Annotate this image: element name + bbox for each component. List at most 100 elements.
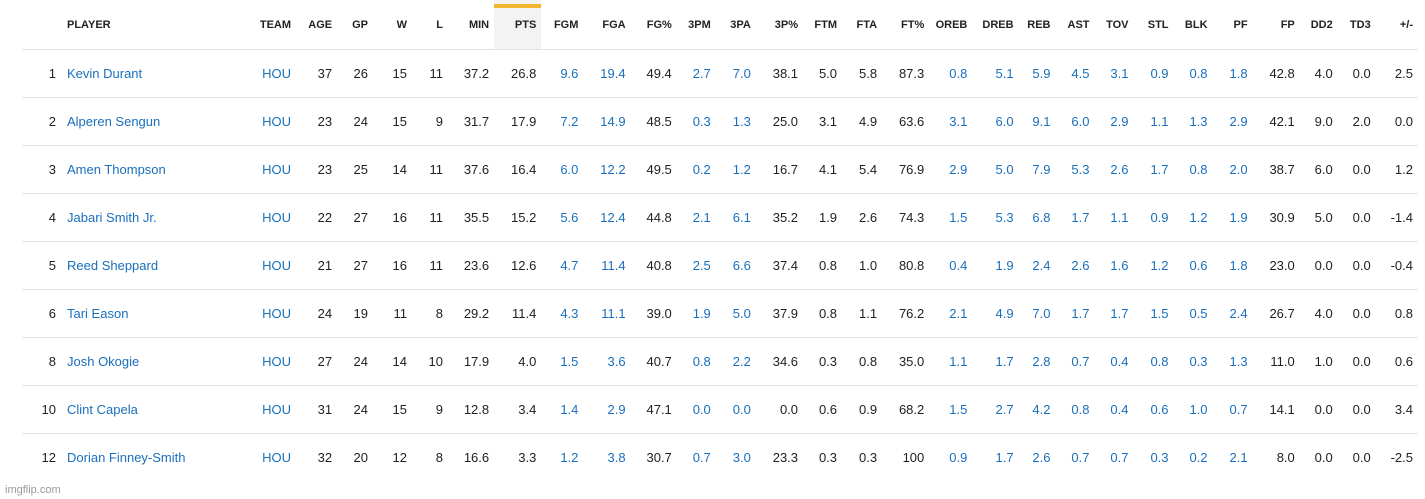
cell-fga[interactable]: 11.1 — [583, 289, 631, 338]
cell-blk[interactable]: 0.8 — [1173, 49, 1213, 98]
cell-tov[interactable]: 0.7 — [1110, 450, 1129, 465]
cell-oreb[interactable]: 3.1 — [929, 97, 973, 146]
cell-stl[interactable]: 0.3 — [1150, 450, 1169, 465]
column-header-reb[interactable]: REB — [1018, 0, 1056, 50]
cell-fgm[interactable]: 1.4 — [541, 385, 584, 434]
cell-ast[interactable]: 1.7 — [1055, 289, 1095, 338]
cell-dreb[interactable]: 1.7 — [995, 450, 1014, 465]
cell-3pa[interactable]: 6.6 — [715, 241, 756, 290]
cell-ast[interactable]: 0.7 — [1055, 337, 1095, 386]
cell-pf[interactable]: 1.9 — [1212, 193, 1253, 242]
cell-ast[interactable]: 6.0 — [1055, 97, 1095, 146]
cell-blk[interactable]: 0.6 — [1173, 241, 1213, 290]
cell-3pa[interactable]: 1.2 — [715, 145, 756, 194]
cell-reb[interactable]: 5.9 — [1018, 49, 1056, 98]
cell-3pm[interactable]: 0.0 — [676, 385, 716, 434]
cell-reb[interactable]: 6.8 — [1018, 193, 1056, 242]
cell-fgm[interactable]: 5.6 — [541, 193, 584, 242]
cell-reb[interactable]: 2.4 — [1018, 241, 1056, 290]
cell-fga[interactable]: 11.4 — [583, 241, 631, 290]
cell-pf[interactable]: 2.4 — [1212, 289, 1253, 338]
team-link[interactable]: HOU — [250, 289, 297, 338]
cell-reb[interactable]: 2.6 — [1032, 450, 1051, 465]
cell-3pm[interactable]: 1.9 — [676, 289, 716, 338]
column-header-min[interactable]: MIN — [447, 0, 495, 50]
cell-oreb[interactable]: 0.4 — [929, 241, 973, 290]
cell-pf[interactable]: 2.1 — [1229, 450, 1248, 465]
cell-3pm[interactable]: 2.1 — [676, 193, 716, 242]
column-header-3p-pct[interactable]: 3P% — [755, 0, 804, 50]
column-header-pts[interactable]: PTS — [494, 0, 542, 50]
cell-oreb[interactable]: 1.5 — [929, 193, 973, 242]
cell-stl[interactable]: 0.8 — [1133, 337, 1174, 386]
column-header-dd2[interactable]: DD2 — [1299, 0, 1338, 50]
cell-dreb[interactable]: 4.9 — [972, 289, 1019, 338]
cell-oreb[interactable]: 0.8 — [929, 49, 973, 98]
column-header-ft-pct[interactable]: FT% — [882, 0, 930, 50]
cell-3pm[interactable]: 0.2 — [676, 145, 716, 194]
player-name-link[interactable]: Josh Okogie — [61, 337, 251, 386]
cell-stl[interactable]: 1.2 — [1133, 241, 1174, 290]
cell-3pa[interactable]: 0.0 — [715, 385, 756, 434]
team-link[interactable]: HOU — [262, 450, 292, 465]
player-name-link[interactable]: Tari Eason — [61, 289, 251, 338]
cell-pf[interactable]: 0.7 — [1212, 385, 1253, 434]
cell-fgm[interactable]: 9.6 — [541, 49, 584, 98]
cell-3pa[interactable]: 3.0 — [732, 450, 751, 465]
cell-dreb[interactable]: 5.3 — [972, 193, 1019, 242]
team-link[interactable]: HOU — [250, 241, 297, 290]
cell-dreb[interactable]: 6.0 — [972, 97, 1019, 146]
cell-3pa[interactable]: 6.1 — [715, 193, 756, 242]
cell-oreb[interactable]: 2.9 — [929, 145, 973, 194]
cell-stl[interactable]: 0.9 — [1133, 49, 1174, 98]
team-link[interactable]: HOU — [250, 49, 297, 98]
team-link[interactable]: HOU — [250, 97, 297, 146]
cell-stl[interactable]: 0.6 — [1133, 385, 1174, 434]
cell-3pm[interactable]: 0.7 — [692, 450, 711, 465]
cell-ast[interactable]: 5.3 — [1055, 145, 1095, 194]
column-header-ast[interactable]: AST — [1055, 0, 1095, 50]
player-name-link[interactable]: Clint Capela — [61, 385, 251, 434]
cell-pf[interactable]: 1.8 — [1212, 241, 1253, 290]
player-name-link[interactable]: Alperen Sengun — [61, 97, 251, 146]
cell-fgm[interactable]: 7.2 — [541, 97, 584, 146]
cell-blk[interactable]: 1.0 — [1173, 385, 1213, 434]
cell-pf[interactable]: 1.8 — [1212, 49, 1253, 98]
cell-pf[interactable]: 1.3 — [1212, 337, 1253, 386]
cell-dreb[interactable]: 1.9 — [972, 241, 1019, 290]
cell-tov[interactable]: 1.7 — [1094, 289, 1134, 338]
column-header-team[interactable]: TEAM — [250, 0, 297, 50]
cell-stl[interactable]: 1.7 — [1133, 145, 1174, 194]
cell-3pm[interactable]: 2.7 — [676, 49, 716, 98]
cell-oreb[interactable]: 1.5 — [929, 385, 973, 434]
column-header-ftm[interactable]: FTM — [803, 0, 843, 50]
player-name-link[interactable]: Kevin Durant — [61, 49, 251, 98]
cell-blk[interactable]: 1.2 — [1173, 193, 1213, 242]
column-header-3pa[interactable]: 3PA — [715, 0, 756, 50]
team-link[interactable]: HOU — [250, 193, 297, 242]
cell-blk[interactable]: 0.2 — [1189, 450, 1208, 465]
cell-tov[interactable]: 2.6 — [1094, 145, 1134, 194]
cell-3pa[interactable]: 5.0 — [715, 289, 756, 338]
cell-tov[interactable]: 1.6 — [1094, 241, 1134, 290]
column-header-blk[interactable]: BLK — [1173, 0, 1213, 50]
cell-ast[interactable]: 2.6 — [1055, 241, 1095, 290]
column-header-player[interactable]: PLAYER — [61, 0, 251, 50]
column-header-w[interactable]: W — [373, 0, 413, 50]
cell-fga[interactable]: 3.8 — [607, 450, 626, 465]
cell-dreb[interactable]: 5.1 — [972, 49, 1019, 98]
cell-reb[interactable]: 2.8 — [1018, 337, 1056, 386]
column-header-oreb[interactable]: OREB — [929, 0, 973, 50]
cell-pf[interactable]: 2.9 — [1212, 97, 1253, 146]
cell-dreb[interactable]: 2.7 — [972, 385, 1019, 434]
cell-tov[interactable]: 1.1 — [1094, 193, 1134, 242]
cell-3pm[interactable]: 2.5 — [676, 241, 716, 290]
cell-reb[interactable]: 7.0 — [1018, 289, 1056, 338]
cell-fga[interactable]: 2.9 — [583, 385, 631, 434]
player-name-link[interactable]: Jabari Smith Jr. — [61, 193, 251, 242]
cell-fgm[interactable]: 4.3 — [541, 289, 584, 338]
cell-tov[interactable]: 0.4 — [1094, 385, 1134, 434]
cell-oreb[interactable]: 0.9 — [949, 450, 968, 465]
cell-dreb[interactable]: 5.0 — [972, 145, 1019, 194]
cell-dreb[interactable]: 1.7 — [972, 337, 1019, 386]
